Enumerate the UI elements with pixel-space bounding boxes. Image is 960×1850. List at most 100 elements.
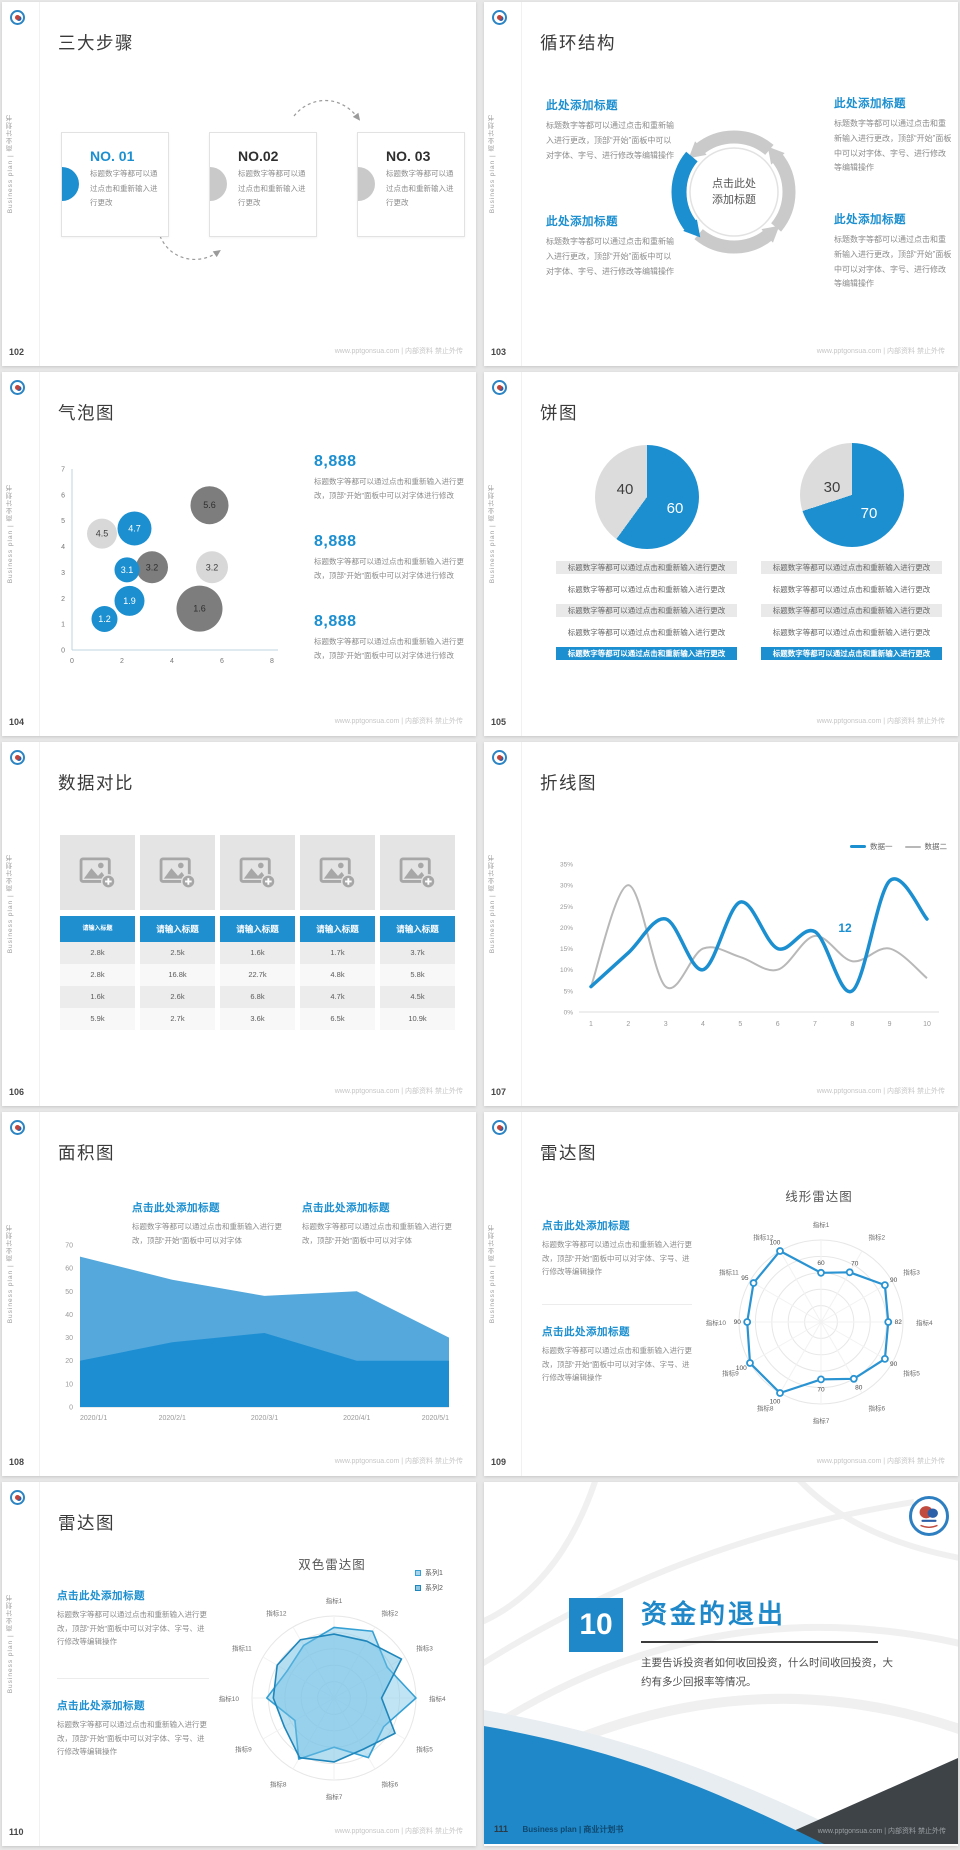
page-number: 105 xyxy=(491,717,507,727)
bubble-chart: 0 1 2 3 4 5 6 7 0 2 4 6 8 4.5 5.6 3.2 3.2 1.6 4.7 3.1 1.9 1.2 xyxy=(61,467,278,665)
step-card-1: NO. 01 标题数字等都可以通过点击和重新输入进行更改 xyxy=(61,132,169,237)
footer-left: 111 Business plan | 商业计划书 xyxy=(494,1819,623,1837)
table-header-cell: 请输入标题 xyxy=(300,916,375,942)
chart-text: 10 xyxy=(923,1021,931,1028)
image-plus-icon xyxy=(319,856,356,889)
step-body: 标题数字等都可以通过点击和重新输入进行更改 xyxy=(90,169,158,208)
table-cell: 6.5k xyxy=(300,1008,375,1030)
slide-102[interactable]: 三大步骤 NO. 01 标题数字等都可以通过点击和重新输入进行更改 NO.02 … xyxy=(2,2,476,366)
slide-106[interactable]: 数据对比 请输入标题 2.8k 2.8k 1.6k 5.9k 请输入标题 2.5k 16.8… xyxy=(2,742,476,1106)
block-heading: 点击此处添加标题 xyxy=(57,1590,145,1602)
chart-text: 指标5 xyxy=(903,1369,920,1378)
chart-text: 100 xyxy=(736,1365,747,1372)
sidebar-vertical-text: Business plan | 商业计划书 xyxy=(7,1224,14,1324)
step-semicircle xyxy=(62,167,79,201)
chart-text: 指标12 xyxy=(266,1609,287,1618)
step-body: 标题数字等都可以通过点击和重新输入进行更改 xyxy=(238,169,306,208)
text-row: 标题数字等都可以通过点击和重新输入进行更改 xyxy=(556,604,737,617)
logo-icon xyxy=(10,1120,25,1135)
chart-text: 2 xyxy=(61,596,65,603)
text-block: 此处添加标题 标题数字等都可以通过点击和重新输入进行更改，顶部“开始”面板中可以… xyxy=(546,213,678,279)
chart-text: 0 xyxy=(70,658,74,665)
page-number: 104 xyxy=(9,717,25,727)
image-placeholder xyxy=(60,835,135,910)
chart-text: 指标8 xyxy=(757,1403,774,1412)
radar-marker xyxy=(746,1359,754,1367)
logo-icon xyxy=(10,750,25,765)
chart-legend: 系列1 系列2 xyxy=(415,1568,443,1598)
chart-text: 3 xyxy=(664,1021,668,1028)
slide-103[interactable]: 循环结构 此处添加标题 标题数字等都可以通过点击和重新输入进行更改，顶部“开始”… xyxy=(484,2,958,366)
page-number: 109 xyxy=(491,1457,507,1467)
chart-text: 指标8 xyxy=(270,1779,287,1788)
logo-dot xyxy=(496,384,502,390)
stat-body: 标题数字等都可以通过点击和重新输入进行更改，顶部“开始”面板中可以对字体进行修改 xyxy=(314,477,464,500)
chart-text: 指标6 xyxy=(869,1403,886,1412)
block-body: 标题数字等都可以通过点击和重新输入进行更改，顶部“开始”面板中可以对字体、字号、… xyxy=(57,1610,207,1646)
text-row: 标题数字等都可以通过点击和重新输入进行更改 xyxy=(567,584,726,594)
block-body: 标题数字等都可以通过点击和重新输入进行更改，顶部“开始”面板中可以对字体、字号、… xyxy=(834,235,952,289)
pie-value-label: 70 xyxy=(860,505,878,522)
text-row: 标题数字等都可以通过点击和重新输入进行更改 xyxy=(556,647,737,660)
table-header-cell: 请输入标题 xyxy=(220,916,295,942)
slide-104[interactable]: 气泡图 0 1 2 3 4 5 6 7 0 2 4 6 8 4.5 5.6 3.2 3.2 1.6 4.7 3.1 1.… xyxy=(2,372,476,736)
stat-value: 8,888 xyxy=(314,613,357,630)
chart-text: 5% xyxy=(564,988,574,995)
chart-text: 1 xyxy=(589,1021,593,1028)
chart-text: 2020/2/1 xyxy=(159,1415,186,1422)
sidebar-vertical-text: Business plan | 商业计划书 xyxy=(7,484,14,584)
chart-text: 8 xyxy=(270,658,274,665)
slide-111[interactable]: 10 资金的退出 主要告诉投资者如何收回投资，什么时间收回投资，大约有多少回报率… xyxy=(484,1482,958,1846)
radar-marker xyxy=(776,1389,784,1397)
pie-value-label: 60 xyxy=(666,500,684,517)
chart-text: 指标3 xyxy=(416,1644,433,1653)
text-block: 此处添加标题 标题数字等都可以通过点击和重新输入进行更改，顶部“开始”面板中可以… xyxy=(834,211,952,292)
radar-spoke xyxy=(820,1321,893,1364)
chart-text: 2020/5/1 xyxy=(422,1415,449,1422)
slide-105[interactable]: 饼图 60 40 70 30 标题数字等都可以通过点击和重新输入进行更改 标题数字… xyxy=(484,372,958,736)
slide-title: 数据对比 xyxy=(58,773,134,793)
block-heading: 此处添加标题 xyxy=(834,98,906,110)
slide-110[interactable]: 雷达图 双色雷达图 系列1 系列2 点击此处添加标题 标题数字等都可以通过点击和… xyxy=(2,1482,476,1846)
radar-spoke xyxy=(820,1250,863,1323)
chart-text: 1.9 xyxy=(123,596,136,606)
chart-text: 3.1 xyxy=(121,565,134,575)
radar-marker xyxy=(881,1281,889,1289)
slide-title: 循环结构 xyxy=(540,33,616,53)
logo-icon xyxy=(10,10,25,25)
logo-icon xyxy=(492,10,507,25)
slide-108[interactable]: 面积图 点击此处添加标题 标题数字等都可以通过点击和重新输入进行更改，顶部“开始… xyxy=(2,1112,476,1476)
legend-line-swatch xyxy=(904,845,921,848)
chart-text: 6 xyxy=(61,492,65,499)
image-plus-icon xyxy=(239,856,276,889)
block-divider xyxy=(57,1678,209,1679)
footer-wave-shapes xyxy=(484,1710,958,1844)
stat-value: 8,888 xyxy=(314,533,357,550)
logo-dot xyxy=(14,1494,20,1500)
block-body: 标题数字等都可以通过点击和重新输入进行更改，顶部“开始”面板中可以对字体 xyxy=(302,1222,452,1245)
slide-107[interactable]: 折线图 数据一 数据二 0% 5% 10% 15% 20% 25% 30% 35% 1 2 3 4 5 6… xyxy=(484,742,958,1106)
table-cell: 5.9k xyxy=(60,1008,135,1030)
sidebar-vertical-text: Business plan | 商业计划书 xyxy=(7,1594,14,1694)
sidebar-vertical-text: Business plan | 商业计划书 xyxy=(7,114,14,214)
logo-dot xyxy=(496,14,502,20)
image-plus-icon xyxy=(159,856,196,889)
block-body: 标题数字等都可以通过点击和重新输入进行更改，顶部“开始”面板中可以对字体 xyxy=(132,1222,282,1245)
footer-site-text: www.pptgonsua.com | 内部资料 禁止外传 xyxy=(334,1458,463,1465)
text-row: 标题数字等都可以通过点击和重新输入进行更改 xyxy=(761,561,942,574)
text-block: 点击此处添加标题 标题数字等都可以通过点击和重新输入进行更改，顶部“开始”面板中… xyxy=(57,1698,209,1759)
slide-title: 雷达图 xyxy=(58,1513,115,1533)
chart-text: 指标9 xyxy=(235,1745,252,1754)
table-cell: 2.6k xyxy=(140,986,215,1008)
slide-109[interactable]: 雷达图 线形雷达图 点击此处添加标题 标题数字等都可以通过点击和重新输入进行更改… xyxy=(484,1112,958,1476)
logo-icon xyxy=(492,1120,507,1135)
table-cell: 1.6k xyxy=(220,942,295,964)
text-block: 点击此处添加标题 标题数字等都可以通过点击和重新输入进行更改，顶部“开始”面板中… xyxy=(542,1324,692,1385)
sidebar-vertical-text: Business plan | 商业计划书 xyxy=(489,114,496,214)
footer-site-text: www.pptgonsua.com | 内部资料 禁止外传 xyxy=(817,1828,946,1835)
chart-text: 20% xyxy=(560,925,573,932)
company-logo xyxy=(909,1496,949,1536)
chart-text: 指标2 xyxy=(869,1233,886,1242)
radar-spoke xyxy=(749,1280,822,1323)
chart-text: 指标10 xyxy=(219,1694,240,1703)
